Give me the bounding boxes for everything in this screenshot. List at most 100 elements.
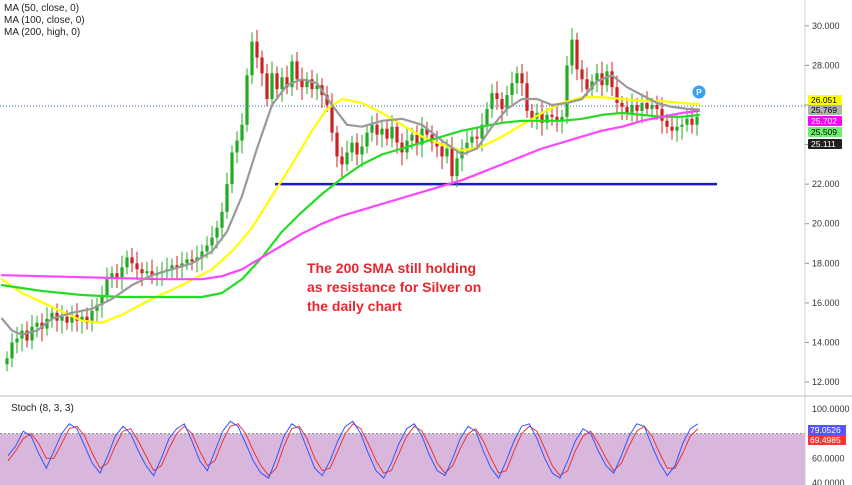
candle-body (210, 237, 214, 246)
candle-body (150, 271, 154, 276)
candle-body (325, 95, 329, 105)
stoch-badge-label: 69.4985 (810, 435, 841, 445)
price-tick-label: 18.000 (812, 258, 840, 268)
candle-body (230, 152, 234, 185)
candle-body (255, 41, 259, 58)
candle-body (515, 73, 519, 84)
candle-body (105, 279, 109, 295)
candle-body (385, 128, 389, 139)
candle-body (480, 124, 484, 139)
candle-body (590, 81, 594, 90)
legend-ma50: MA (50, close, 0) (4, 3, 79, 14)
candle-body (335, 132, 339, 157)
stoch-tick-label: 60.0000 (812, 453, 845, 463)
stoch-axis: 100.0000 60.0000 40.0000 (0, 404, 850, 485)
candle-body (415, 134, 419, 145)
candle-body (435, 142, 439, 147)
candle-body (370, 124, 374, 133)
candle-body (545, 114, 549, 123)
candle-body (450, 148, 454, 177)
candle-body (205, 245, 209, 252)
candle-body (275, 73, 279, 90)
candle-body (365, 132, 369, 147)
candle-body (60, 316, 64, 321)
candle-body (260, 57, 264, 74)
candle-body (290, 61, 294, 88)
candle-body (30, 326, 34, 341)
candle-body (580, 69, 584, 80)
candle-body (330, 104, 334, 133)
candle-body (220, 211, 224, 228)
candle-body (555, 116, 559, 121)
candle-body (50, 312, 54, 319)
candle-body (125, 257, 129, 268)
price-marker[interactable]: P (692, 85, 706, 99)
annotation-line-3: the daily chart (307, 298, 402, 314)
candle-body (145, 271, 149, 274)
candle-body (665, 120, 669, 127)
candle-body (475, 136, 479, 139)
candle-body (80, 316, 84, 321)
price-tick-label: 12.000 (812, 377, 840, 387)
candle-body (190, 259, 194, 262)
candle-body (380, 128, 384, 135)
candle-body (500, 99, 504, 109)
candle-body (595, 73, 599, 82)
candle-body (225, 184, 229, 212)
candle-body (65, 316, 69, 323)
price-tick-label: 22.000 (812, 179, 840, 189)
candle-body (490, 93, 494, 109)
candle-body (645, 102, 649, 109)
price-badge (808, 127, 842, 137)
candle-body (85, 316, 89, 323)
price-tick-label: 30.000 (812, 21, 840, 31)
candle-body (445, 148, 449, 157)
candle-body (570, 39, 574, 66)
candle-body (610, 71, 614, 88)
candle-body (115, 273, 119, 278)
candle-body (110, 273, 114, 280)
price-badge (808, 139, 842, 149)
candle-body (245, 75, 249, 125)
candle-body (635, 104, 639, 111)
candle-body (620, 102, 624, 107)
candle-body (350, 142, 354, 153)
candle-body (95, 304, 99, 311)
candle-body (630, 104, 634, 113)
candle-body (510, 83, 514, 96)
candle-body (200, 251, 204, 258)
marker-circle[interactable] (692, 85, 706, 99)
stoch-tick-label: 100.0000 (812, 404, 850, 414)
candle-body (640, 102, 644, 111)
candle-body (565, 65, 569, 117)
candle-body (100, 294, 104, 305)
price-badge-label: 25.509 (811, 127, 837, 137)
candle-body (170, 265, 174, 270)
candle-body (625, 106, 629, 113)
candle-body (35, 322, 39, 327)
stoch-badge (808, 435, 846, 445)
candle-body (90, 310, 94, 323)
candle-body (425, 128, 429, 135)
candle-body (550, 114, 554, 117)
price-badge (808, 95, 842, 105)
candle-body (310, 79, 314, 90)
candle-body (410, 134, 414, 141)
candle-body (360, 146, 364, 155)
legend-ma100: MA (100, close, 0) (4, 15, 85, 26)
candle-body (375, 124, 379, 135)
candle-body (685, 118, 689, 125)
stoch-d-line (7, 423, 699, 477)
candle-body (340, 156, 344, 165)
candle-body (690, 118, 694, 125)
candle-body (440, 146, 444, 157)
candle-body (615, 87, 619, 103)
price-tick-label: 20.000 (812, 219, 840, 229)
candle-body (355, 142, 359, 155)
candle-body (70, 314, 74, 323)
candle-body (130, 257, 134, 264)
candle-body (540, 112, 544, 123)
candle-body (285, 77, 289, 88)
stoch-badge (808, 425, 846, 435)
